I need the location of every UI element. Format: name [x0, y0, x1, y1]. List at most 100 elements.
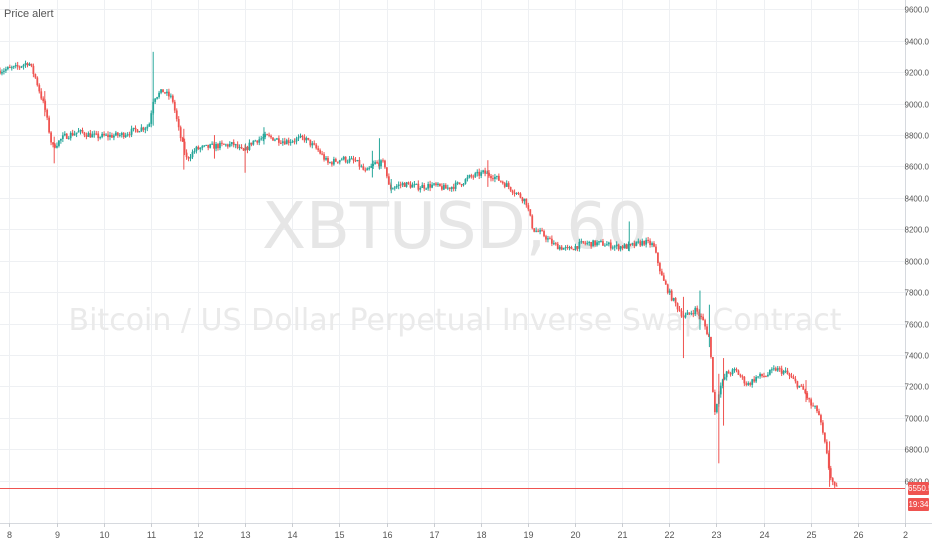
- candle-body: [354, 160, 357, 162]
- candle-body: [545, 236, 547, 240]
- date-tick-label: 8: [7, 530, 12, 540]
- price-tick-label: 8600.0: [905, 163, 930, 172]
- date-tick-label: 12: [193, 530, 203, 540]
- candle-body: [448, 187, 451, 189]
- price-axis[interactable]: 6600.06800.07000.07200.07400.07600.07800…: [905, 6, 930, 487]
- candle-body: [741, 376, 744, 378]
- candle-body: [776, 368, 779, 371]
- candle-body: [303, 137, 306, 141]
- date-tick-label: 17: [429, 530, 439, 540]
- candle-body: [450, 186, 453, 189]
- candle-body: [472, 176, 475, 178]
- candle-body: [293, 141, 296, 143]
- candle-body: [627, 243, 630, 249]
- candle-body: [173, 101, 176, 111]
- candle-body: [564, 247, 567, 249]
- candle-body: [829, 468, 832, 479]
- candle-body: [344, 156, 347, 162]
- candle-body: [668, 290, 671, 293]
- candles: [0, 60, 838, 489]
- candle-body: [478, 171, 481, 176]
- candle-body: [674, 298, 677, 304]
- candle-body: [643, 240, 646, 245]
- candle-body: [672, 298, 675, 301]
- candle-body: [494, 176, 496, 179]
- candle-body: [118, 134, 121, 136]
- candle-body: [315, 144, 318, 149]
- candle-body: [592, 240, 595, 247]
- candle-body: [651, 243, 653, 246]
- candle-body: [309, 139, 312, 146]
- date-tick-label: 9: [55, 530, 60, 540]
- grid: [0, 0, 906, 523]
- candle-body: [6, 67, 9, 70]
- candle-body: [625, 244, 628, 249]
- candle-body: [116, 132, 119, 136]
- date-tick-label: 22: [664, 530, 674, 540]
- candle-body: [733, 369, 736, 371]
- candle-body: [529, 209, 532, 216]
- candle-body: [113, 135, 115, 138]
- candle-body: [179, 127, 182, 139]
- candle-body: [32, 65, 35, 75]
- candle-body: [604, 245, 606, 247]
- candle-body: [307, 137, 310, 140]
- countdown-badge: 19:34: [908, 497, 929, 511]
- candle-body: [287, 140, 290, 143]
- candle-body: [401, 183, 404, 185]
- candle-body: [456, 182, 459, 184]
- candle-body: [721, 379, 724, 386]
- candle-body: [556, 243, 559, 250]
- candle-body: [311, 143, 314, 146]
- candle-body: [246, 146, 249, 150]
- candle-body: [63, 133, 66, 136]
- candle-body: [358, 160, 361, 167]
- candle-body: [763, 376, 765, 378]
- candle-body: [413, 184, 416, 186]
- candle-body: [252, 140, 255, 145]
- candle-body: [715, 403, 718, 413]
- candle-body: [833, 481, 836, 486]
- indicator-title[interactable]: Price alert: [4, 8, 54, 20]
- candle-body: [611, 247, 614, 249]
- candle-body: [81, 130, 84, 133]
- candle-body: [578, 241, 581, 249]
- candle-body: [533, 228, 536, 232]
- candle-body: [207, 144, 210, 148]
- candle-body: [719, 385, 722, 395]
- candle-body: [702, 316, 705, 321]
- candle-body: [250, 142, 253, 145]
- candle-body: [370, 166, 373, 168]
- candle-body: [772, 368, 775, 370]
- candle-body: [431, 184, 433, 188]
- candle-body: [753, 379, 756, 382]
- candle-body: [313, 143, 316, 145]
- price-tick-label: 8000.0: [905, 258, 930, 267]
- candle-body: [295, 138, 298, 142]
- candle-body: [71, 132, 74, 136]
- candle-body: [607, 242, 610, 245]
- candle-body: [429, 184, 432, 188]
- candle-body: [240, 147, 243, 149]
- candle-body: [79, 130, 82, 132]
- candle-body: [798, 385, 801, 388]
- candle-body: [364, 169, 367, 171]
- price-tick-label: 7200.0: [905, 383, 930, 392]
- candle-body: [572, 249, 575, 251]
- candle-body: [224, 144, 227, 146]
- date-tick-label: 15: [334, 530, 344, 540]
- candle-body: [497, 175, 500, 181]
- candle-body: [735, 369, 738, 371]
- time-axis[interactable]: 8 9 10 11 12 13 14 15 16 17 18 19 20 21 22 23 24 25 26 2: [7, 523, 908, 540]
- candle-body: [391, 188, 394, 190]
- candle-body: [340, 159, 343, 161]
- candle-body: [268, 134, 270, 136]
- candle-body: [171, 95, 174, 102]
- candle-body: [613, 246, 616, 248]
- candle-body: [360, 166, 363, 168]
- candle-body: [26, 63, 29, 66]
- candle-body: [97, 133, 100, 139]
- candle-body: [69, 132, 72, 139]
- candle-body: [482, 170, 485, 173]
